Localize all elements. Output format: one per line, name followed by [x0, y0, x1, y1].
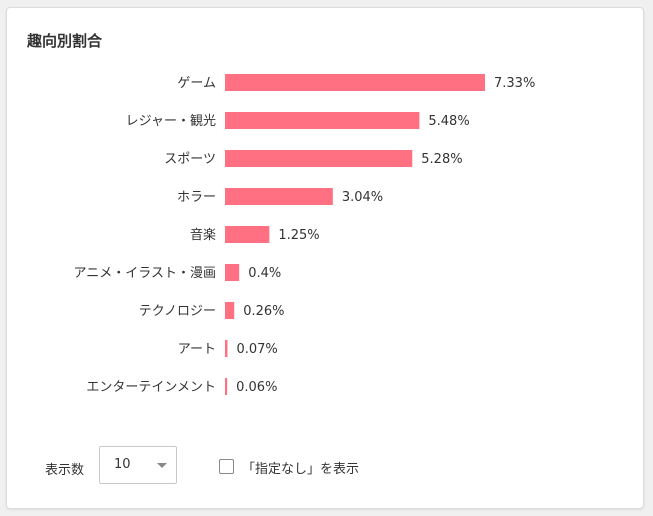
value-label: 5.48% — [428, 114, 469, 129]
bar-chart: ゲーム 7.33% レジャー・観光 5.48% スポーツ 5.28% ホラー 3.04% 音楽 1… — [74, 74, 535, 395]
bar — [225, 340, 228, 357]
panel-title: 趣向別割合 — [27, 32, 103, 50]
bar — [225, 226, 270, 243]
value-label: 1.25% — [278, 228, 319, 243]
show-unspecified-label[interactable]: 「指定なし」を表示 — [242, 462, 360, 477]
caret-down-icon — [157, 463, 167, 468]
bar — [225, 74, 485, 91]
category-label: アニメ・イラスト・漫画 — [74, 266, 216, 281]
value-label: 5.28% — [421, 152, 462, 167]
category-label: スポーツ — [164, 152, 216, 167]
value-label: 7.33% — [494, 76, 535, 91]
value-label: 0.4% — [248, 266, 281, 281]
chart-controls: 表示数 10 「指定なし」を表示 — [7, 8, 643, 508]
value-label: 0.07% — [236, 342, 277, 357]
show-unspecified-checkbox[interactable] — [219, 459, 234, 474]
bar — [225, 188, 333, 205]
category-label: アート — [178, 342, 216, 357]
value-label: 0.26% — [243, 304, 284, 319]
category-label: レジャー・観光 — [126, 114, 216, 129]
category-label: エンターテインメント — [86, 380, 216, 395]
value-label: 3.04% — [342, 190, 383, 205]
category-label: 音楽 — [190, 227, 216, 243]
category-label: ホラー — [177, 190, 216, 205]
category-label: テクノロジー — [139, 304, 216, 319]
chart-card: 趣向別割合 ゲーム 7.33% レジャー・観光 5.48% スポーツ 5.28% ホラー 3.… — [6, 7, 644, 509]
value-label: 0.06% — [236, 380, 277, 395]
display-count-select[interactable]: 10 — [99, 446, 177, 484]
bar — [225, 302, 235, 319]
display-count-value: 10 — [114, 457, 131, 472]
bar — [225, 112, 420, 129]
bar — [225, 150, 413, 167]
category-label: ゲーム — [177, 76, 216, 91]
bar — [225, 378, 228, 395]
bar — [225, 264, 240, 281]
display-count-label: 表示数 — [45, 463, 85, 478]
